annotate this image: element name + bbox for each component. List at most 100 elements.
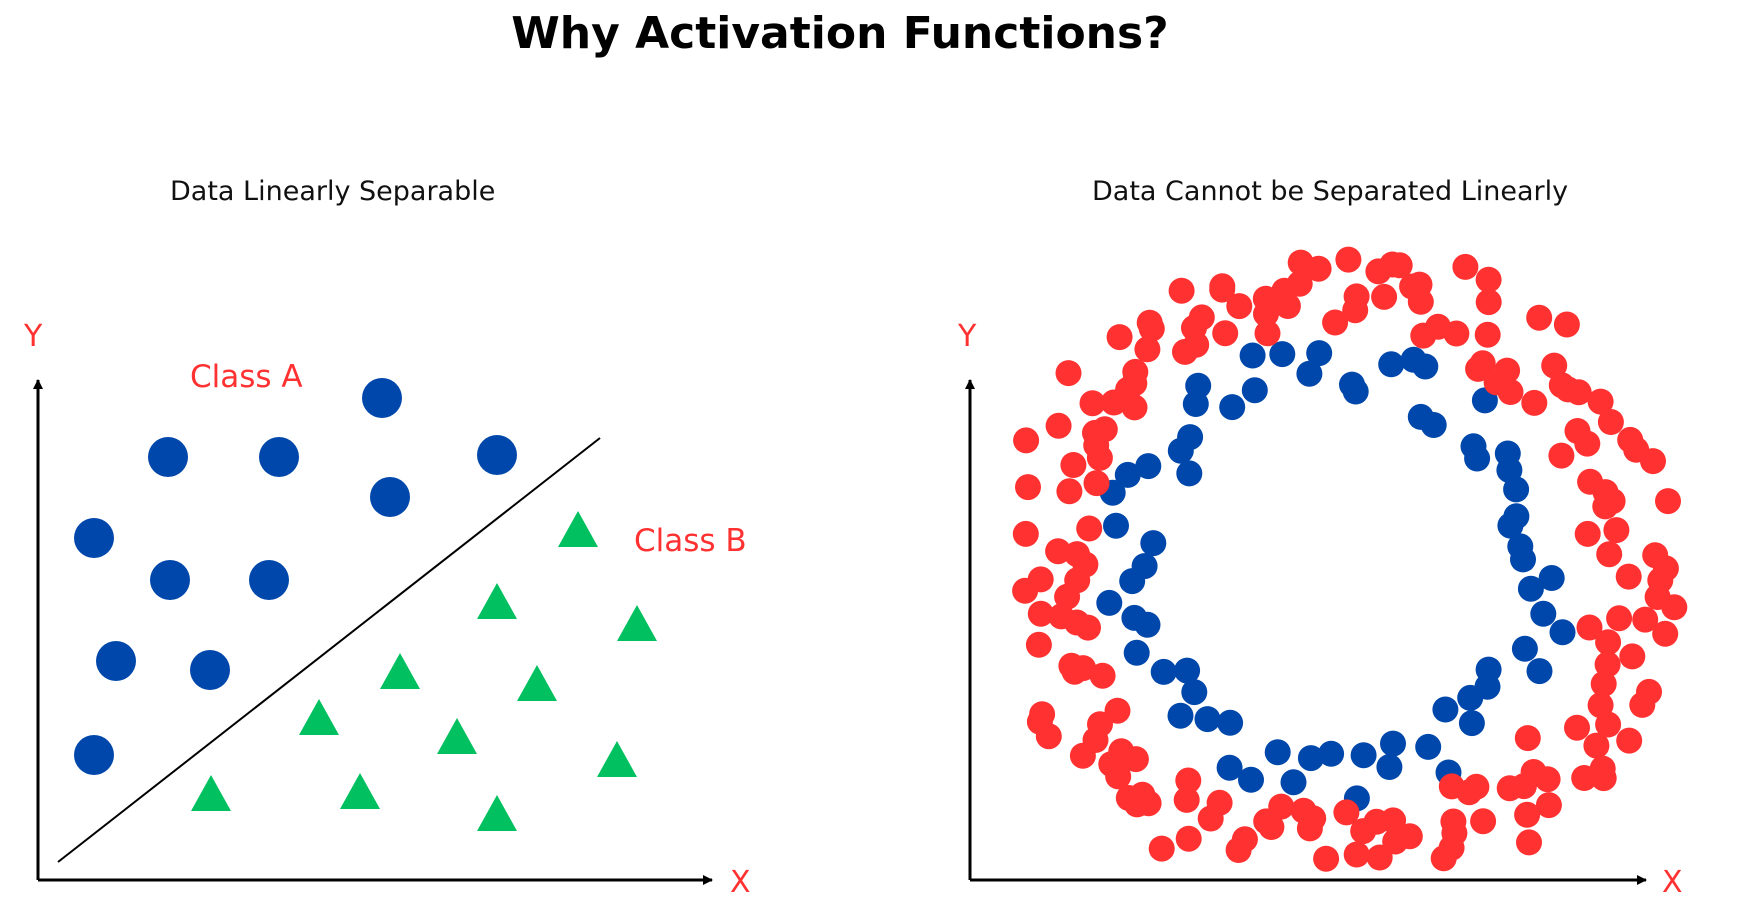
outer-ring-point: [1060, 452, 1087, 478]
class-b-point: [617, 605, 657, 641]
inner-ring-point: [1185, 372, 1212, 399]
outer-ring-point: [1616, 727, 1643, 754]
outer-ring-point: [1013, 427, 1040, 454]
inner-ring-point: [1140, 530, 1167, 557]
outer-ring-point: [1541, 352, 1568, 379]
inner-ring-point: [1420, 412, 1447, 438]
right-y-axis-label: Y: [957, 319, 977, 354]
outer-ring-point: [1603, 517, 1630, 544]
inner-ring-point: [1264, 739, 1291, 766]
outer-ring-point: [1015, 474, 1041, 501]
right-panel: Y X: [957, 246, 1688, 900]
outer-ring-point: [1055, 360, 1082, 387]
outer-ring-point: [1371, 283, 1398, 310]
inner-ring-point: [1176, 460, 1203, 487]
inner-ring-point: [1380, 730, 1406, 757]
outer-ring-point: [1048, 603, 1075, 630]
class-a-point: [259, 437, 299, 477]
inner-ring-point: [1103, 512, 1129, 539]
outer-ring-point: [1056, 478, 1083, 505]
inner-ring-point: [1318, 740, 1345, 767]
right-panel-title: Data Cannot be Separated Linearly: [1092, 176, 1569, 207]
outer-ring-point: [1514, 725, 1541, 752]
outer-ring-point: [1136, 309, 1163, 336]
inner-ring-point: [1217, 709, 1244, 736]
inner-ring-point: [1216, 754, 1243, 781]
outer-ring-point: [1206, 789, 1233, 816]
left-x-axis-label: X: [730, 865, 751, 900]
inner-ring-point: [1167, 702, 1194, 729]
outer-ring-point: [1548, 442, 1575, 469]
outer-ring-point: [1596, 541, 1623, 568]
outer-ring-point: [1012, 520, 1039, 547]
class-b-point: [437, 718, 477, 754]
outer-ring-point: [1514, 801, 1541, 828]
outer-ring-point: [1382, 828, 1409, 855]
class-b-point: [299, 699, 339, 735]
outer-ring-point: [1173, 786, 1200, 813]
class-a-point: [74, 735, 114, 775]
outer-ring-point: [1516, 829, 1542, 856]
outer-ring-point: [1148, 835, 1175, 862]
outer-ring-point: [1209, 273, 1236, 300]
right-points-group: [1012, 246, 1688, 872]
outer-ring-point: [1565, 379, 1592, 406]
inner-ring-point: [1241, 377, 1268, 404]
inner-ring-point: [1497, 512, 1524, 539]
outer-ring-point: [1079, 390, 1106, 417]
outer-ring-point: [1574, 430, 1601, 457]
outer-ring-point: [1597, 409, 1624, 435]
outer-ring-point: [1606, 605, 1633, 632]
inner-ring-point: [1464, 445, 1491, 472]
outer-ring-point: [1615, 563, 1642, 590]
outer-ring-point: [1286, 270, 1313, 297]
outer-ring-point: [1212, 320, 1239, 347]
class-a-point: [190, 650, 230, 690]
outer-ring-point: [1475, 266, 1502, 293]
outer-ring-point: [1652, 555, 1679, 582]
outer-ring-point: [1587, 388, 1614, 415]
inner-ring-point: [1538, 565, 1565, 591]
decision-boundary-line: [57, 437, 601, 863]
outer-ring-point: [1430, 845, 1457, 872]
inner-ring-point: [1150, 658, 1177, 685]
main-title: Why Activation Functions?: [511, 8, 1169, 59]
outer-ring-point: [1108, 738, 1135, 765]
outer-ring-point: [1175, 825, 1202, 852]
inner-ring-point: [1181, 679, 1208, 706]
class-b-label: Class B: [634, 523, 747, 559]
inner-ring-point: [1376, 754, 1403, 780]
outer-ring-point: [1640, 448, 1666, 475]
class-b-point: [340, 773, 380, 809]
outer-ring-point: [1474, 321, 1501, 348]
outer-ring-point: [1564, 714, 1590, 741]
outer-ring-point: [1104, 697, 1131, 724]
outer-ring-point: [1583, 732, 1610, 759]
outer-ring-point: [1366, 844, 1393, 871]
outer-ring-point: [1521, 389, 1548, 416]
class-b-point: [558, 511, 598, 547]
inner-ring-point: [1096, 589, 1123, 616]
inner-ring-point: [1510, 546, 1536, 573]
class-a-point: [477, 435, 517, 475]
outer-ring-point: [1091, 416, 1118, 443]
outer-ring-point: [1045, 538, 1072, 565]
outer-ring-point: [1115, 785, 1142, 811]
inner-ring-point: [1219, 394, 1246, 421]
outer-ring-point: [1452, 253, 1479, 280]
class-a-point: [362, 378, 402, 418]
outer-ring-point: [1254, 320, 1281, 347]
outer-ring-point: [1655, 488, 1681, 515]
outer-ring-point: [1494, 357, 1521, 384]
class-b-point: [477, 795, 517, 831]
inner-ring-point: [1194, 706, 1221, 733]
outer-ring-point: [1045, 412, 1072, 439]
class-a-label: Class A: [190, 359, 303, 395]
outer-ring-point: [1253, 808, 1280, 835]
outer-ring-point: [1168, 277, 1195, 304]
inner-ring-point: [1549, 619, 1576, 646]
outer-ring-point: [1025, 631, 1052, 658]
outer-ring-point: [1083, 470, 1110, 497]
outer-ring-point: [1465, 355, 1492, 382]
outer-ring-point: [1594, 651, 1621, 678]
